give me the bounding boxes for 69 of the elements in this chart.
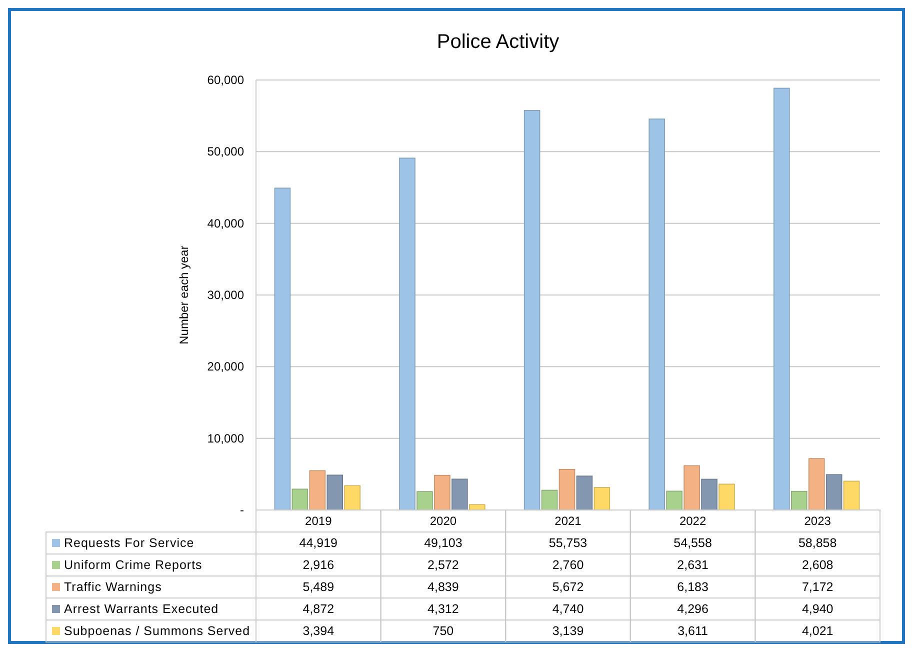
data-label: 44,919	[299, 536, 338, 550]
legend-label: Requests For Service	[64, 536, 194, 550]
bar	[718, 484, 735, 510]
bar	[524, 110, 540, 510]
data-label: 49,103	[424, 536, 462, 550]
bar	[344, 485, 360, 510]
y-tick-label: 50,000	[207, 144, 244, 159]
bar	[774, 88, 790, 510]
data-label: 5,489	[302, 580, 334, 594]
bar	[416, 491, 433, 510]
data-label: 4,940	[802, 602, 834, 616]
x-tick-label: 2019	[305, 514, 332, 528]
bar	[594, 487, 610, 510]
data-label: 2,572	[428, 558, 459, 572]
data-label: 4,021	[802, 624, 834, 638]
y-axis-title: Number each year	[177, 246, 191, 344]
data-label: 2,760	[552, 558, 584, 572]
x-tick-label: 2023	[804, 514, 832, 528]
x-tick-label: 2021	[554, 514, 582, 528]
bar	[274, 188, 291, 510]
data-label: 3,611	[678, 624, 708, 638]
data-label: 2,631	[677, 558, 708, 572]
y-tick-label: -	[240, 503, 244, 517]
data-label: 2,608	[802, 558, 834, 572]
y-tick-label: 10,000	[207, 431, 244, 446]
y-tick-label: 20,000	[207, 360, 244, 374]
data-label: 3,394	[302, 624, 334, 638]
bar	[399, 158, 416, 510]
data-label: 55,753	[548, 536, 588, 550]
legend-label: Uniform Crime Reports	[64, 558, 202, 572]
legend-label: Arrest Warrants Executed	[64, 602, 219, 616]
data-label: 54,558	[674, 536, 712, 550]
data-label: 4,872	[302, 602, 334, 616]
bar	[701, 478, 718, 510]
data-label: 3,139	[552, 624, 584, 638]
bar	[648, 118, 665, 510]
bar	[684, 465, 700, 510]
data-label: 5,672	[552, 580, 584, 594]
y-tick-label: 30,000	[207, 288, 244, 302]
data-label: 7,172	[802, 580, 834, 594]
bar	[843, 480, 860, 510]
chart-title: Police Activity	[436, 31, 560, 53]
bar	[326, 474, 344, 510]
legend-label: Subpoenas / Summons Served	[64, 624, 250, 638]
bar	[666, 490, 682, 510]
legend-label: Traffic Warnings	[64, 580, 162, 594]
bar	[309, 470, 326, 510]
data-label: 2,916	[302, 558, 334, 572]
data-label: 4,839	[428, 580, 459, 594]
y-tick-label: 40,000	[207, 216, 244, 230]
bar	[808, 458, 825, 510]
bar	[576, 476, 593, 510]
data-label: 4,740	[552, 602, 584, 616]
data-label: 58,858	[798, 536, 837, 550]
bar	[558, 468, 576, 510]
bar	[541, 490, 558, 510]
x-tick-label: 2020	[430, 514, 457, 528]
y-tick-label: 60,000	[207, 73, 244, 87]
data-label: 4,312	[428, 602, 459, 616]
bar	[452, 478, 468, 510]
data-label: 6,183	[677, 580, 708, 594]
bar	[826, 474, 842, 510]
data-label: 4,296	[677, 602, 708, 616]
data-label: 750	[432, 624, 454, 638]
bar	[469, 504, 486, 510]
x-tick-label: 2022	[679, 514, 706, 528]
bar	[434, 474, 450, 510]
bar	[790, 490, 808, 510]
bar	[292, 488, 308, 510]
